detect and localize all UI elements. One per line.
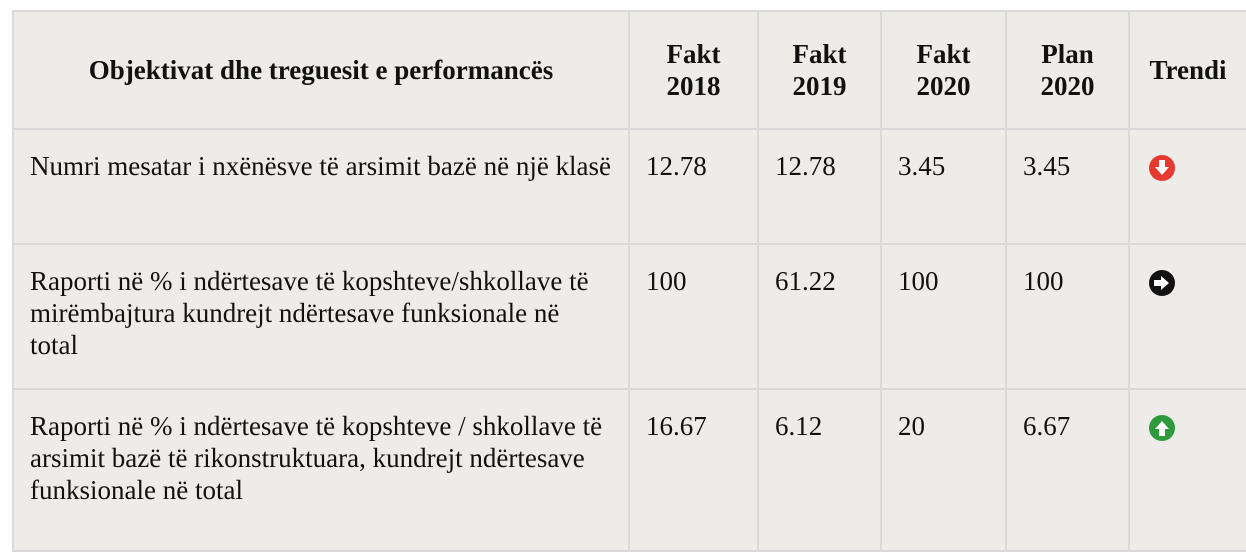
cell: Raporti në % i ndërtesave të kopshteve /…: [12, 388, 630, 552]
cell: 100: [880, 243, 1007, 390]
header-cell: Trendi: [1128, 10, 1246, 130]
cell: 100: [1005, 243, 1130, 390]
cell: 16.67: [628, 388, 759, 552]
cell: 20: [880, 388, 1007, 552]
trend-cell: [1128, 388, 1246, 552]
header-cell: Fakt 2018: [628, 10, 759, 130]
header-cell: Objektivat dhe treguesit e performancës: [12, 10, 630, 130]
row: Raporti në % i ndërtesave të kopshteve/s…: [12, 243, 1246, 390]
header-cell: Fakt 2019: [757, 10, 882, 130]
trend-cell: [1128, 243, 1246, 390]
trend-up-icon: [1149, 415, 1175, 441]
cell: 3.45: [1005, 128, 1130, 245]
cell: 12.78: [628, 128, 759, 245]
header-cell: Plan 2020: [1005, 10, 1130, 130]
header-row: Objektivat dhe treguesit e performancës …: [12, 10, 1246, 130]
row: Numri mesatar i nxënësve të arsimit bazë…: [12, 128, 1246, 245]
cell: 6.12: [757, 388, 882, 552]
trend-flat-icon: [1149, 270, 1175, 296]
cell: 61.22: [757, 243, 882, 390]
cell: Raporti në % i ndërtesave të kopshteve/s…: [12, 243, 630, 390]
cell: 100: [628, 243, 759, 390]
header-cell: Fakt 2020: [880, 10, 1007, 130]
cell: Numri mesatar i nxënësve të arsimit bazë…: [12, 128, 630, 245]
trend-down-icon: [1149, 155, 1175, 181]
row: Raporti në % i ndërtesave të kopshteve /…: [12, 388, 1246, 552]
performance-table: Objektivat dhe treguesit e performancës …: [12, 10, 1246, 552]
cell: 6.67: [1005, 388, 1130, 552]
cell: 3.45: [880, 128, 1007, 245]
cell: 12.78: [757, 128, 882, 245]
trend-cell: [1128, 128, 1246, 245]
